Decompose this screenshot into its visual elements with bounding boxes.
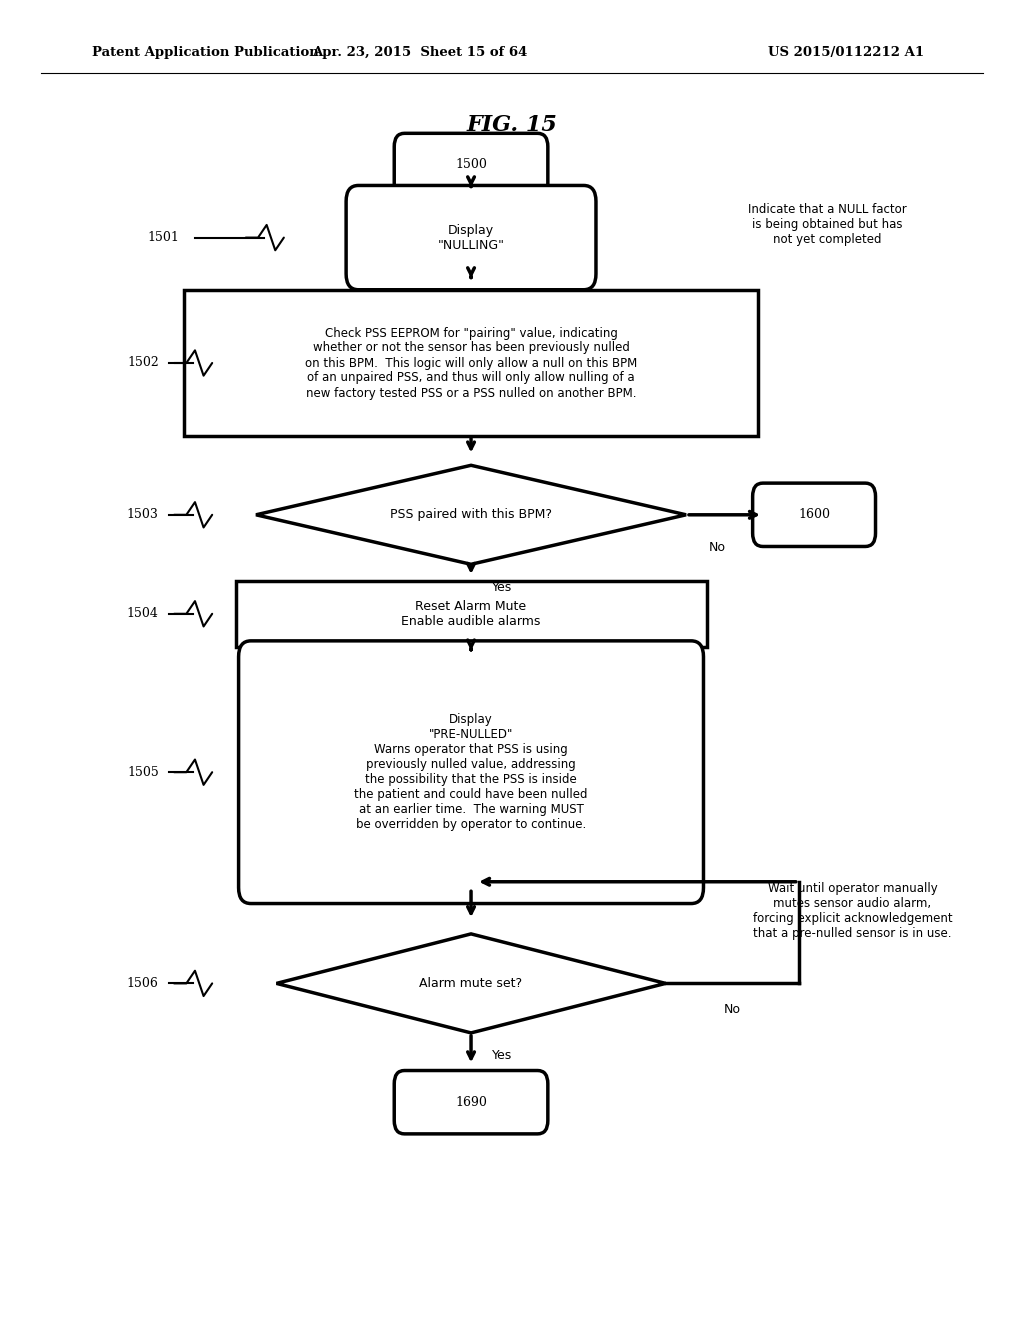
Text: Reset Alarm Mute
Enable audible alarms: Reset Alarm Mute Enable audible alarms xyxy=(401,599,541,628)
Text: Patent Application Publication: Patent Application Publication xyxy=(92,46,318,59)
Text: 1501: 1501 xyxy=(147,231,179,244)
Text: No: No xyxy=(724,1003,740,1016)
Polygon shape xyxy=(256,466,686,565)
FancyBboxPatch shape xyxy=(394,1071,548,1134)
FancyBboxPatch shape xyxy=(239,642,703,903)
Text: 1503: 1503 xyxy=(127,508,159,521)
Text: US 2015/0112212 A1: US 2015/0112212 A1 xyxy=(768,46,924,59)
Bar xyxy=(236,581,707,647)
Text: 1500: 1500 xyxy=(455,158,487,172)
Text: Yes: Yes xyxy=(492,1049,512,1063)
Text: 1600: 1600 xyxy=(798,508,830,521)
Text: PSS paired with this BPM?: PSS paired with this BPM? xyxy=(390,508,552,521)
Text: Yes: Yes xyxy=(492,581,512,594)
Text: Display
"PRE-NULLED"
Warns operator that PSS is using
previously nulled value, a: Display "PRE-NULLED" Warns operator that… xyxy=(354,713,588,832)
Text: Check PSS EEPROM for "pairing" value, indicating
whether or not the sensor has b: Check PSS EEPROM for "pairing" value, in… xyxy=(305,326,637,400)
FancyBboxPatch shape xyxy=(753,483,876,546)
Text: Indicate that a NULL factor
is being obtained but has
not yet completed: Indicate that a NULL factor is being obt… xyxy=(748,203,906,246)
Text: 1504: 1504 xyxy=(127,607,159,620)
Text: Alarm mute set?: Alarm mute set? xyxy=(420,977,522,990)
Text: No: No xyxy=(709,541,725,554)
Text: 1506: 1506 xyxy=(127,977,159,990)
Text: Apr. 23, 2015  Sheet 15 of 64: Apr. 23, 2015 Sheet 15 of 64 xyxy=(312,46,527,59)
FancyBboxPatch shape xyxy=(394,133,548,197)
Text: Wait until operator manually
mutes sensor audio alarm,
forcing explicit acknowle: Wait until operator manually mutes senso… xyxy=(753,882,952,940)
Polygon shape xyxy=(276,935,666,1032)
Text: 1502: 1502 xyxy=(127,356,159,370)
FancyBboxPatch shape xyxy=(346,186,596,290)
Text: 1690: 1690 xyxy=(455,1096,487,1109)
Text: 1505: 1505 xyxy=(127,766,159,779)
Text: FIG. 15: FIG. 15 xyxy=(467,115,557,136)
Text: Display
"NULLING": Display "NULLING" xyxy=(437,223,505,252)
Bar xyxy=(184,290,758,436)
